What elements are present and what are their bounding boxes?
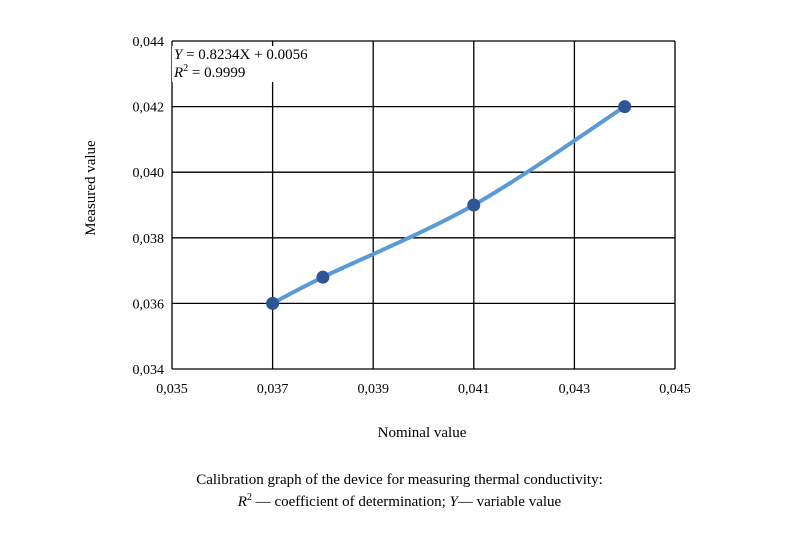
caption-r-exponent: 2 [246,492,252,503]
caption-r-description: — coefficient of determination; [251,494,450,510]
y-tick-label: 0,036 [133,297,165,312]
y-tick-label: 0,034 [133,363,165,378]
x-axis-title: Nominal value [378,425,467,441]
equation-text: = 0.8234X + 0.0056 [182,47,308,63]
r-squared-exponent: 2 [183,63,189,74]
data-point [467,198,481,212]
regression-equation: Y = 0.8234X + 0.0056 R2 = 0.9999 [172,46,310,82]
y-tick-label: 0,042 [133,101,165,116]
r-squared-line: R2 = 0.9999 [174,64,308,82]
x-tick-label: 0,043 [559,382,591,397]
caption-y-description: — variable value [457,494,562,510]
y-tick-labels: 0,034 0,036 0,038 0,040 0,042 0,044 [133,35,165,378]
series-line [270,104,627,306]
data-point [266,296,280,310]
equation-line: Y = 0.8234X + 0.0056 [174,46,308,64]
r-squared-variable: R [174,65,184,81]
series-layer [266,100,632,310]
equation-variable: Y [174,47,183,63]
x-tick-labels: 0,035 0,037 0,039 0,041 0,043 0,045 [156,382,691,397]
x-tick-label: 0,045 [659,382,691,397]
x-tick-label: 0,039 [357,382,389,397]
x-tick-label: 0,037 [257,382,289,397]
caption-line-2: R2 — coefficient of determination; Y— va… [0,491,799,513]
caption-y-variable: Y [449,494,458,510]
data-point [618,100,632,114]
x-tick-label: 0,035 [156,382,188,397]
grid-lines [171,40,676,370]
data-point [316,270,330,284]
figure-caption: Calibration graph of the device for meas… [0,469,799,513]
x-tick-label: 0,041 [458,382,490,397]
y-tick-label: 0,038 [133,232,165,247]
caption-line-1: Calibration graph of the device for meas… [196,472,603,488]
caption-r-variable: R [237,494,247,510]
y-tick-label: 0,044 [133,35,165,50]
y-tick-label: 0,040 [133,166,165,181]
r-squared-text: = 0.9999 [188,65,246,81]
y-axis-title: Measured value [83,140,99,236]
